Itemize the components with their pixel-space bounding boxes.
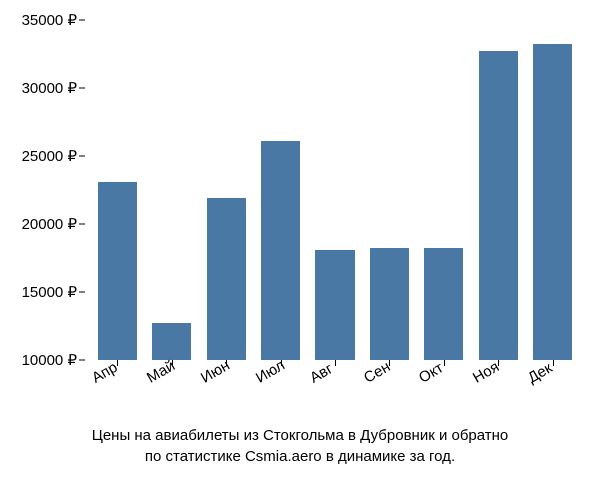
plot-area bbox=[90, 20, 580, 360]
x-tick-label: Окт bbox=[416, 359, 446, 386]
y-tick-mark bbox=[79, 20, 85, 21]
x-tick-label: Апр bbox=[89, 359, 120, 387]
bar bbox=[261, 141, 300, 360]
y-axis: 10000 ₽15000 ₽20000 ₽25000 ₽30000 ₽35000… bbox=[0, 20, 85, 360]
caption-line-2: по статистике Csmia.aero в динамике за г… bbox=[0, 446, 600, 467]
y-tick-mark bbox=[79, 292, 85, 293]
y-tick-mark bbox=[79, 224, 85, 225]
caption-line-1: Цены на авиабилеты из Стокгольма в Дубро… bbox=[0, 425, 600, 446]
bar bbox=[533, 44, 572, 360]
y-tick-mark bbox=[79, 360, 85, 361]
x-axis: АпрМайИюнИюлАвгСенОктНояДек bbox=[90, 360, 580, 420]
x-tick-mark bbox=[117, 360, 118, 366]
chart-container: 10000 ₽15000 ₽20000 ₽25000 ₽30000 ₽35000… bbox=[90, 20, 580, 360]
y-tick-label: 20000 ₽ bbox=[22, 215, 77, 233]
bar bbox=[207, 198, 246, 360]
x-tick-mark bbox=[444, 360, 445, 366]
x-tick-label: Июн bbox=[198, 357, 233, 387]
bar bbox=[152, 323, 191, 360]
y-tick-label: 25000 ₽ bbox=[22, 147, 77, 165]
bar bbox=[370, 248, 409, 360]
x-tick-label: Май bbox=[144, 357, 178, 386]
bar bbox=[315, 250, 354, 360]
x-tick-mark bbox=[553, 360, 554, 366]
chart-caption: Цены на авиабилеты из Стокгольма в Дубро… bbox=[0, 425, 600, 467]
y-tick-mark bbox=[79, 88, 85, 89]
y-tick-mark bbox=[79, 156, 85, 157]
x-tick-label: Авг bbox=[307, 360, 336, 386]
y-tick-label: 35000 ₽ bbox=[22, 11, 77, 29]
y-tick-label: 15000 ₽ bbox=[22, 283, 77, 301]
x-tick-mark bbox=[498, 360, 499, 366]
bar bbox=[424, 248, 463, 360]
y-tick-label: 10000 ₽ bbox=[22, 351, 77, 369]
x-tick-mark bbox=[389, 360, 390, 366]
bar bbox=[479, 51, 518, 360]
bars-group bbox=[90, 20, 580, 360]
x-tick-label: Дек bbox=[525, 359, 555, 386]
x-tick-mark bbox=[335, 360, 336, 366]
bar bbox=[98, 182, 137, 360]
x-tick-label: Июл bbox=[253, 357, 288, 387]
y-tick-label: 30000 ₽ bbox=[22, 79, 77, 97]
